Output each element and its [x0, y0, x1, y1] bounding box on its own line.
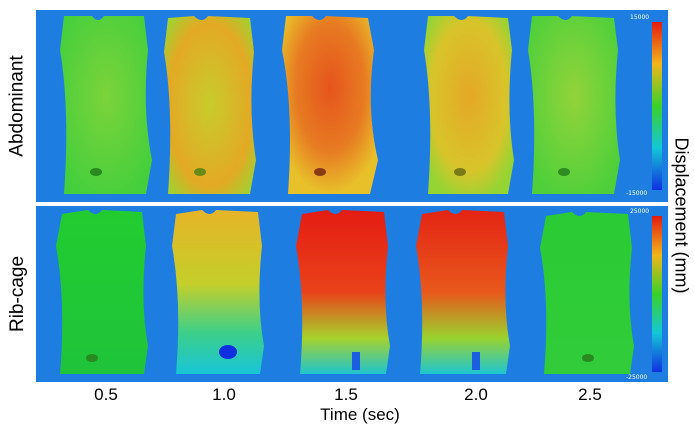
torso-rib-cage-2-0	[416, 210, 510, 374]
torso-abdominant-0-5	[60, 16, 152, 194]
colorbar-title: Displacement (mm)	[671, 136, 692, 294]
torso-rib-cage-1-0	[172, 210, 264, 374]
torso-abdominant-1-5	[282, 16, 378, 194]
time-tick-1-5: 1.5	[334, 385, 358, 404]
rib-cage-panel: 25000 -25000	[36, 206, 668, 382]
colorbar-rib-cage	[652, 216, 662, 372]
torso-rib-cage-2-5	[540, 212, 634, 374]
torso-abdominant-2-5	[528, 16, 620, 194]
row-label-abdominant: Abdominant	[7, 55, 28, 157]
torso-rib-cage-1-5	[296, 210, 390, 374]
time-tick-2-0: 2.0	[464, 385, 488, 404]
colorbar-abdominant	[652, 22, 662, 190]
abdominant-panel: 15000 -15000	[36, 10, 668, 202]
time-tick-0-5: 0.5	[94, 385, 118, 404]
colorbar-min-label: -15000	[626, 190, 648, 197]
time-tick-1-0: 1.0	[212, 385, 236, 404]
torso-rib-cage-0-5	[56, 210, 148, 374]
x-axis-title: Time (sec)	[320, 405, 400, 424]
colorbar-max-label: 25000	[630, 208, 650, 215]
row-label-rib-cage: Rib-cage	[7, 255, 29, 333]
colorbar-max-label: 15000	[630, 14, 650, 21]
torso-abdominant-1-0	[164, 16, 256, 194]
torso-abdominant-2-0	[424, 16, 514, 194]
time-tick-2-5: 2.5	[578, 385, 602, 404]
colorbar-min-label: -25000	[626, 374, 648, 381]
